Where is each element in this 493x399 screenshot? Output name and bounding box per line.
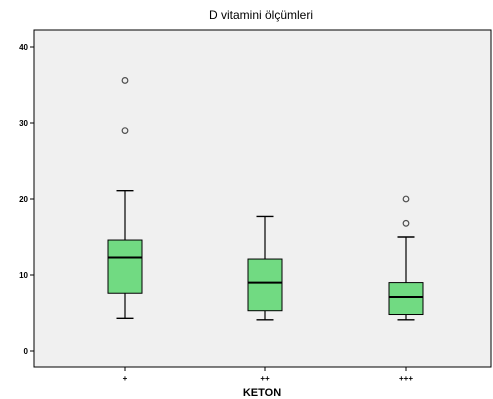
outlier-point xyxy=(402,195,410,203)
y-tick-label: 30 xyxy=(19,119,28,128)
box-1 xyxy=(107,77,143,320)
y-axis: 0 10 20 30 40 xyxy=(19,43,34,356)
x-tick-label: + xyxy=(123,374,128,383)
box-3 xyxy=(388,195,424,321)
x-tick-label: +++ xyxy=(399,374,413,383)
y-tick-label: 40 xyxy=(19,43,28,52)
boxes-group xyxy=(107,77,424,321)
outlier-point xyxy=(121,127,129,135)
y-tick-label: 0 xyxy=(24,347,29,356)
x-axis-label: KETON xyxy=(243,387,281,399)
x-tick-label: ++ xyxy=(260,374,270,383)
y-tick-label: 10 xyxy=(19,271,28,280)
chart-title: D vitamini ölçümleri xyxy=(209,8,313,22)
iqr-box xyxy=(388,282,424,316)
iqr-box xyxy=(247,258,283,312)
iqr-box xyxy=(107,239,143,294)
plot-area xyxy=(33,29,492,368)
y-tick-label: 20 xyxy=(19,195,28,204)
box-2 xyxy=(247,215,283,321)
x-axis: + ++ +++ xyxy=(123,367,413,383)
outlier-point xyxy=(121,77,129,84)
outlier-point xyxy=(402,219,410,227)
